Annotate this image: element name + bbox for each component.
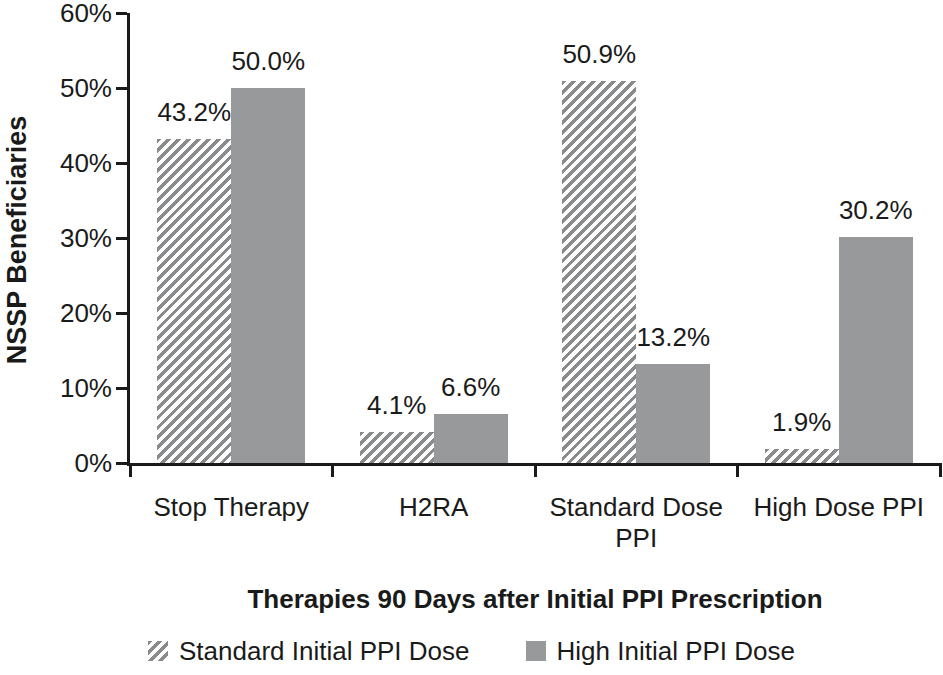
y-tick-label: 30% — [30, 223, 112, 253]
x-tick — [534, 463, 537, 477]
bar-standard-initial-dose — [562, 81, 636, 463]
bar-standard-initial-dose — [157, 139, 231, 463]
x-category-label: Stop Therapy — [131, 492, 331, 523]
y-tick — [116, 162, 127, 165]
legend-item-standard-dose: Standard Initial PPI Dose — [148, 636, 470, 666]
solid-swatch-icon — [526, 641, 546, 661]
y-tick-label: 60% — [30, 0, 112, 28]
legend-label-high-dose: High Initial PPI Dose — [557, 636, 795, 666]
y-tick — [116, 387, 127, 390]
y-tick — [116, 312, 127, 315]
y-tick-label: 50% — [30, 73, 112, 103]
bar-value-label: 6.6% — [401, 372, 541, 402]
hatched-swatch-icon — [148, 641, 168, 661]
y-axis-line — [127, 13, 130, 466]
x-category-label: H2RA — [334, 492, 534, 523]
x-tick — [939, 463, 942, 477]
bar-high-initial-dose — [434, 414, 508, 464]
x-tick — [736, 463, 739, 477]
bar-value-label: 50.0% — [198, 46, 338, 76]
y-tick-label: 0% — [30, 448, 112, 478]
y-tick — [116, 87, 127, 90]
y-tick-label: 20% — [30, 298, 112, 328]
x-axis-title: Therapies 90 Days after Initial PPI Pres… — [130, 584, 940, 615]
x-category-label: Standard Dose PPI — [536, 492, 736, 554]
bar-value-label: 50.9% — [529, 39, 669, 69]
legend-item-high-dose: High Initial PPI Dose — [526, 636, 795, 666]
legend-label-standard-dose: Standard Initial PPI Dose — [179, 636, 470, 666]
x-tick — [331, 463, 334, 477]
bar-value-label: 30.2% — [806, 195, 943, 225]
x-category-label: High Dose PPI — [739, 492, 939, 523]
y-tick — [116, 462, 127, 465]
y-tick — [116, 12, 127, 15]
x-tick — [129, 463, 132, 477]
y-axis-title: NSSP Beneficiaries — [2, 116, 33, 365]
bar-standard-initial-dose — [765, 449, 839, 463]
bar-high-initial-dose — [839, 237, 913, 464]
bar-value-label: 13.2% — [603, 322, 743, 352]
bar-high-initial-dose — [231, 88, 305, 463]
bar-standard-initial-dose — [360, 432, 434, 463]
y-tick-label: 40% — [30, 148, 112, 178]
bar-chart-figure: NSSP Beneficiaries Therapies 90 Days aft… — [0, 0, 943, 675]
y-tick — [116, 237, 127, 240]
legend: Standard Initial PPI Dose High Initial P… — [0, 636, 943, 666]
y-tick-label: 10% — [30, 373, 112, 403]
bar-high-initial-dose — [636, 364, 710, 463]
